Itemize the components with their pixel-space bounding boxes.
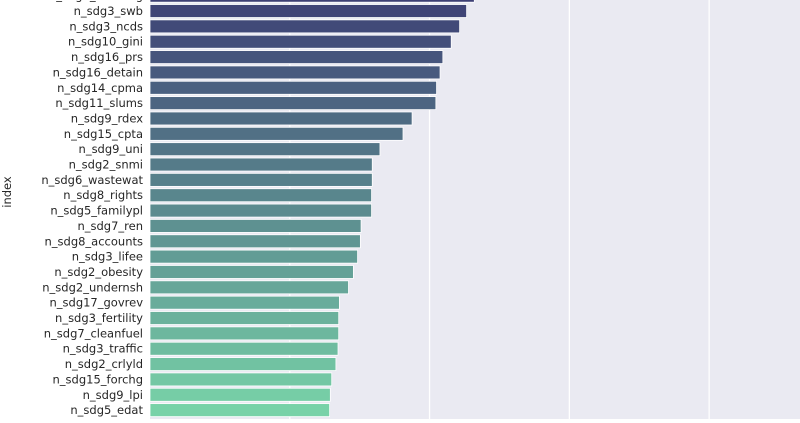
bar-n_sdg16_prs (149, 50, 444, 64)
bar-n_sdg7_cleanfuel (149, 326, 340, 341)
y-tick-label: n_sdg7_ren (77, 219, 143, 233)
bar-n_sdg3_ncds (149, 19, 461, 34)
y-tick-label: n_sdg9_rdex (71, 111, 143, 125)
bar-n_sdg5_edat (149, 403, 331, 418)
bar-n_sdg8_rights (149, 188, 372, 203)
bar-n_sdg6_wastewat (149, 172, 373, 187)
y-tick-label: n_sdg2_obesity (54, 265, 143, 279)
y-tick-label: n_sdg8_accounts (44, 234, 143, 248)
bar-n_sdg2_stunting (149, 0, 475, 3)
bar-n_sdg2_crlyld (149, 357, 337, 371)
bar-n_sdg15_cpta (149, 126, 404, 141)
bar-n_sdg2_snmi (149, 157, 373, 172)
bar-n_sdg11_slums (149, 96, 437, 111)
y-tick-label: n_sdg3_ncds (69, 19, 143, 33)
bar-n_sdg5_familypl (149, 203, 372, 218)
y-tick-label: n_sdg5_edat (70, 403, 143, 417)
y-tick-label: n_sdg9_lpi (83, 388, 143, 402)
y-tick-label: n_sdg2_undernsh (42, 280, 143, 294)
bar-n_sdg8_accounts (149, 234, 361, 249)
bar-n_sdg9_rdex (149, 111, 413, 126)
y-tick-label: n_sdg8_rights (63, 188, 143, 202)
bar-n_sdg3_swb (149, 4, 468, 18)
y-tick-label: n_sdg15_cpta (64, 127, 143, 141)
y-tick-label: n_sdg3_fertility (55, 311, 143, 325)
bar-n_sdg3_traffic (149, 341, 339, 356)
y-tick-label: n_sdg2_stunting (49, 0, 143, 3)
y-tick-label: n_sdg10_gini (68, 35, 143, 49)
bar-n_sdg3_lifee (149, 249, 358, 264)
y-tick-label: n_sdg11_slums (55, 96, 143, 110)
y-tick-label: n_sdg14_cpma (57, 81, 143, 95)
y-tick-label: n_sdg7_cleanfuel (44, 326, 143, 340)
y-tick-label: n_sdg15_forchg (53, 372, 143, 386)
y-tick-label: n_sdg3_lifee (72, 250, 143, 264)
bar-n_sdg9_lpi (149, 387, 331, 402)
y-tick-label: n_sdg16_prs (71, 50, 143, 64)
y-tick-label: n_sdg16_detain (53, 65, 143, 79)
y-tick-label: n_sdg2_snmi (69, 158, 143, 172)
bar-n_sdg2_undernsh (149, 280, 349, 295)
bar-n_sdg2_obesity (149, 265, 354, 279)
bar-n_sdg10_gini (149, 34, 452, 49)
y-tick-label: n_sdg3_swb (74, 4, 143, 18)
y-tick-label: n_sdg9_uni (79, 142, 143, 156)
bar-n_sdg17_govrev (149, 295, 340, 310)
bar-n_sdg14_cpma (149, 80, 437, 95)
y-axis-label: index (0, 176, 14, 208)
bar-n_sdg3_fertility (149, 311, 340, 325)
y-tick-label: n_sdg2_crlyld (65, 357, 143, 371)
y-tick-label: n_sdg3_traffic (63, 342, 143, 356)
bar-n_sdg7_ren (149, 219, 362, 233)
y-tick-label: n_sdg6_wastewat (41, 173, 143, 187)
bar-n_sdg15_forchg (149, 372, 333, 387)
bar-n_sdg9_uni (149, 142, 381, 157)
y-tick-label: n_sdg17_govrev (49, 296, 143, 310)
bar-n_sdg16_detain (149, 65, 441, 80)
y-tick-label: n_sdg5_familypl (50, 204, 143, 218)
bars (149, 0, 475, 418)
